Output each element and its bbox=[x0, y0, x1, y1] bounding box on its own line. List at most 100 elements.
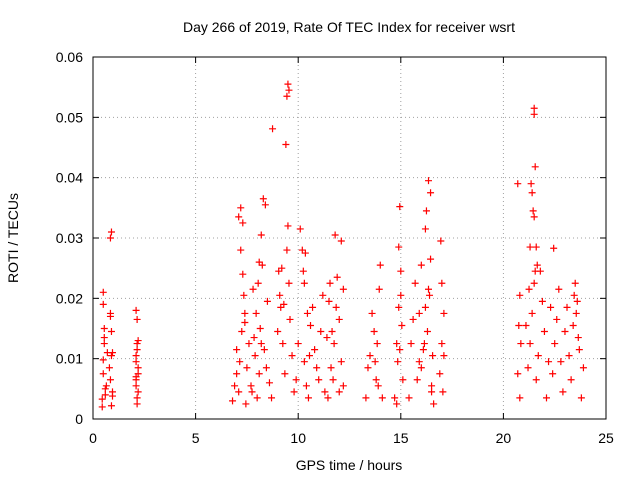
data-point bbox=[397, 267, 405, 275]
data-point bbox=[393, 340, 401, 348]
data-point bbox=[133, 346, 141, 354]
data-point bbox=[540, 328, 548, 336]
data-point bbox=[428, 382, 436, 390]
data-point bbox=[532, 243, 540, 251]
data-point bbox=[283, 246, 291, 254]
data-point bbox=[517, 340, 525, 348]
grid-lines bbox=[93, 57, 606, 419]
data-point bbox=[243, 364, 251, 372]
data-point bbox=[98, 395, 106, 403]
data-point bbox=[239, 270, 247, 278]
data-point bbox=[302, 382, 310, 390]
data-point bbox=[530, 110, 538, 118]
x-tick-label: 15 bbox=[393, 430, 409, 446]
data-point bbox=[235, 213, 243, 221]
data-point bbox=[252, 309, 260, 317]
data-point bbox=[559, 388, 567, 396]
data-point bbox=[257, 231, 265, 239]
data-point bbox=[335, 315, 343, 323]
data-point bbox=[514, 370, 522, 378]
data-point bbox=[421, 225, 429, 233]
data-point bbox=[526, 340, 534, 348]
data-point bbox=[417, 364, 425, 372]
data-point bbox=[436, 370, 444, 378]
data-point bbox=[573, 297, 581, 305]
x-tick-label: 5 bbox=[192, 430, 200, 446]
data-point bbox=[531, 163, 539, 171]
data-point bbox=[241, 309, 249, 317]
data-point bbox=[99, 370, 107, 378]
data-points bbox=[98, 80, 587, 411]
data-point bbox=[269, 125, 277, 133]
data-point bbox=[277, 303, 285, 311]
data-point bbox=[569, 321, 577, 329]
data-point bbox=[233, 370, 241, 378]
data-point bbox=[366, 352, 374, 360]
data-point bbox=[298, 246, 306, 254]
data-point bbox=[261, 201, 269, 209]
data-point bbox=[303, 309, 311, 317]
plot-frame bbox=[92, 56, 607, 420]
data-point bbox=[545, 358, 553, 366]
axis-tick-labels: 0 5 10 15 20 25 0 0.01 0.02 0.03 0.04 0.05 0.06 bbox=[56, 49, 614, 446]
data-point bbox=[428, 388, 436, 396]
data-point bbox=[395, 303, 403, 311]
data-point bbox=[326, 279, 334, 287]
data-point bbox=[427, 255, 435, 263]
data-point bbox=[251, 352, 259, 360]
data-point bbox=[105, 364, 113, 372]
data-point bbox=[260, 346, 268, 354]
data-point bbox=[438, 279, 446, 287]
data-point bbox=[288, 352, 296, 360]
data-point bbox=[231, 382, 239, 390]
data-point bbox=[417, 261, 425, 269]
data-point bbox=[100, 325, 108, 332]
data-point bbox=[329, 376, 337, 384]
y-tick-label: 0.06 bbox=[56, 49, 83, 65]
data-point bbox=[107, 228, 115, 236]
data-point bbox=[514, 180, 522, 188]
data-point bbox=[132, 358, 140, 366]
data-point bbox=[255, 370, 263, 378]
data-point bbox=[335, 388, 343, 396]
x-tick-label: 10 bbox=[290, 430, 306, 446]
x-tick-label: 20 bbox=[496, 430, 512, 446]
y-tick-label: 0 bbox=[75, 411, 83, 427]
data-point bbox=[393, 400, 401, 408]
y-tick-label: 0.04 bbox=[56, 170, 83, 186]
data-point bbox=[415, 358, 423, 366]
data-point bbox=[376, 261, 384, 269]
data-point bbox=[313, 364, 321, 372]
data-point bbox=[249, 285, 257, 293]
data-point bbox=[296, 225, 304, 233]
data-point bbox=[534, 352, 542, 360]
data-point bbox=[323, 334, 331, 342]
data-point bbox=[106, 234, 114, 242]
data-point bbox=[284, 222, 292, 230]
data-point bbox=[547, 303, 555, 311]
data-point bbox=[577, 394, 585, 402]
data-point bbox=[364, 364, 372, 372]
data-point bbox=[100, 340, 108, 348]
data-point bbox=[563, 303, 571, 311]
data-point bbox=[370, 328, 378, 336]
data-point bbox=[399, 376, 407, 384]
y-tick-label: 0.05 bbox=[56, 109, 83, 125]
data-point bbox=[106, 376, 114, 384]
data-point bbox=[371, 358, 379, 366]
data-point bbox=[429, 352, 437, 360]
data-point bbox=[101, 385, 109, 393]
data-point bbox=[575, 346, 583, 354]
data-point bbox=[282, 140, 290, 148]
data-point bbox=[134, 364, 142, 372]
data-point bbox=[515, 321, 523, 329]
data-point bbox=[133, 394, 141, 402]
data-point bbox=[407, 340, 415, 348]
data-point bbox=[102, 382, 110, 390]
data-point bbox=[423, 328, 431, 336]
data-point bbox=[304, 394, 312, 402]
data-point bbox=[108, 349, 116, 357]
data-point bbox=[100, 334, 108, 342]
data-point bbox=[374, 382, 382, 390]
y-tick-label: 0.02 bbox=[56, 290, 83, 306]
